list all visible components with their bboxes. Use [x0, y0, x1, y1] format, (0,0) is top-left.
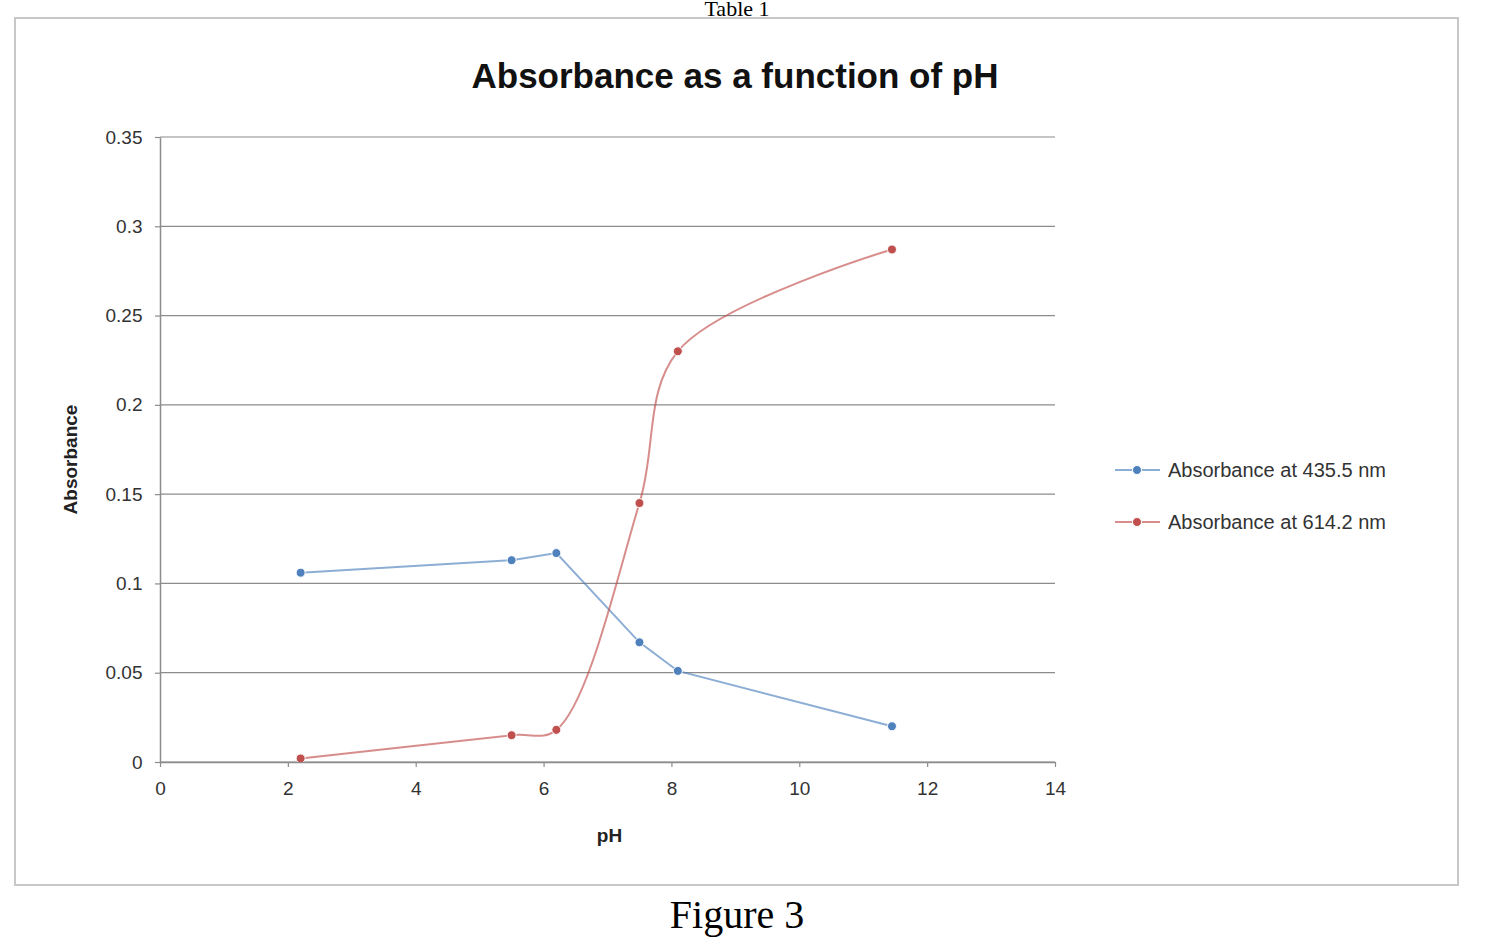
x-axis-tick-label: 12 [917, 778, 938, 799]
legend: Absorbance at 435.5 nm Absorbance at 614.… [1115, 459, 1386, 533]
y-axis-tick-label: 0 [132, 752, 143, 773]
x-axis-tick-mark [799, 762, 800, 767]
x-axis-tick-mark [1055, 762, 1056, 767]
legend-marker [1133, 518, 1142, 527]
series-point [552, 549, 561, 558]
x-axis-tick-mark [416, 762, 417, 767]
y-axis-tick-label: 0.15 [106, 484, 143, 505]
y-axis-tick-label: 0.2 [116, 394, 142, 415]
series-point [673, 666, 682, 675]
x-axis-tick-label: 0 [155, 778, 166, 799]
grid-line [160, 136, 1055, 137]
chart-frame [15, 18, 1458, 885]
grid [160, 137, 1055, 762]
x-axis-tick-label: 2 [283, 778, 294, 799]
x-axis-tick: 10 [789, 762, 810, 799]
grid-line [160, 672, 1055, 673]
x-axis-tick-mark [543, 762, 544, 767]
grid-line [160, 226, 1055, 227]
x-axis-tick: 0 [155, 762, 166, 799]
grid-line [160, 315, 1055, 316]
series-point [673, 347, 682, 356]
y-axis-tick-mark [155, 762, 160, 763]
x-axis-tick-mark [160, 762, 161, 767]
header-text: Table 1 [704, 0, 769, 21]
x-axis-tick-label: 6 [539, 778, 550, 799]
y-axis-tick: 0.2 [116, 394, 160, 415]
x-axis-tick: 4 [411, 762, 422, 799]
x-axis-line [161, 762, 1056, 764]
chart-title: Absorbance as a function of pH [472, 56, 999, 95]
y-axis-tick-label: 0.3 [116, 216, 142, 237]
y-axis-tick-mark [155, 673, 160, 674]
figure-caption: Figure 3 [670, 892, 804, 937]
series-point [552, 725, 561, 734]
y-axis-tick-mark [155, 494, 160, 495]
y-axis-tick-mark [155, 226, 160, 227]
x-axis-tick: 2 [283, 762, 294, 799]
plot-area [296, 245, 896, 762]
y-axis-tick: 0 [132, 752, 160, 773]
y-axis-tick: 0.35 [106, 127, 160, 148]
y-axis-tick-mark [155, 137, 160, 138]
y-axis-tick: 0.1 [116, 573, 160, 594]
series-line [301, 553, 892, 726]
chart-root: 0 2 4 6 8 10 12 14 0 0.05 0.1 0.15 0.2 0.25 0.3 0.35 Abs… [0, 0, 1502, 950]
x-axis-tick: 6 [539, 762, 550, 799]
y-axis-tick-label: 0.05 [106, 662, 143, 683]
x-axis-tick-label: 4 [411, 778, 422, 799]
x-axis-tick: 14 [1045, 762, 1067, 799]
series-point [296, 754, 305, 762]
x-axis-tick: 8 [667, 762, 678, 799]
x-axis: 0 2 4 6 8 10 12 14 [155, 762, 1066, 799]
y-axis-tick-label: 0.25 [106, 305, 143, 326]
series-point [507, 556, 516, 565]
series-point [635, 638, 644, 647]
y-axis-tick: 0.15 [106, 484, 160, 505]
x-axis-tick-label: 14 [1045, 778, 1067, 799]
grid-line [160, 583, 1055, 584]
y-axis-line [160, 138, 162, 763]
legend-label: Absorbance at 435.5 nm [1168, 459, 1386, 481]
series-point [507, 731, 516, 740]
y-axis-tick-mark [155, 405, 160, 406]
grid-line [160, 494, 1055, 495]
x-axis-title: pH [597, 825, 622, 846]
x-axis-tick-label: 8 [667, 778, 678, 799]
grid-line [160, 404, 1055, 405]
series-point [296, 568, 305, 577]
y-axis-tick: 0.25 [106, 305, 160, 326]
y-axis-title: Absorbance [60, 405, 81, 515]
x-axis-tick-label: 10 [789, 778, 810, 799]
y-axis: 0 0.05 0.1 0.15 0.2 0.25 0.3 0.35 [106, 127, 161, 773]
y-axis-tick: 0.3 [116, 216, 160, 237]
series-point [887, 722, 896, 731]
x-axis-tick-mark [927, 762, 928, 767]
series-line [301, 250, 892, 759]
x-axis-tick-mark [288, 762, 289, 767]
legend-marker [1133, 466, 1142, 475]
y-axis-tick-mark [155, 583, 160, 584]
y-axis-tick-label: 0.1 [116, 573, 142, 594]
series-point [887, 245, 896, 254]
grid-line [160, 761, 1055, 762]
x-axis-tick-mark [671, 762, 672, 767]
y-axis-tick-label: 0.35 [106, 127, 143, 148]
series-point [635, 499, 644, 508]
y-axis-tick: 0.05 [106, 662, 160, 683]
legend-label: Absorbance at 614.2 nm [1168, 511, 1386, 533]
x-axis-tick: 12 [917, 762, 938, 799]
y-axis-tick-mark [155, 315, 160, 316]
